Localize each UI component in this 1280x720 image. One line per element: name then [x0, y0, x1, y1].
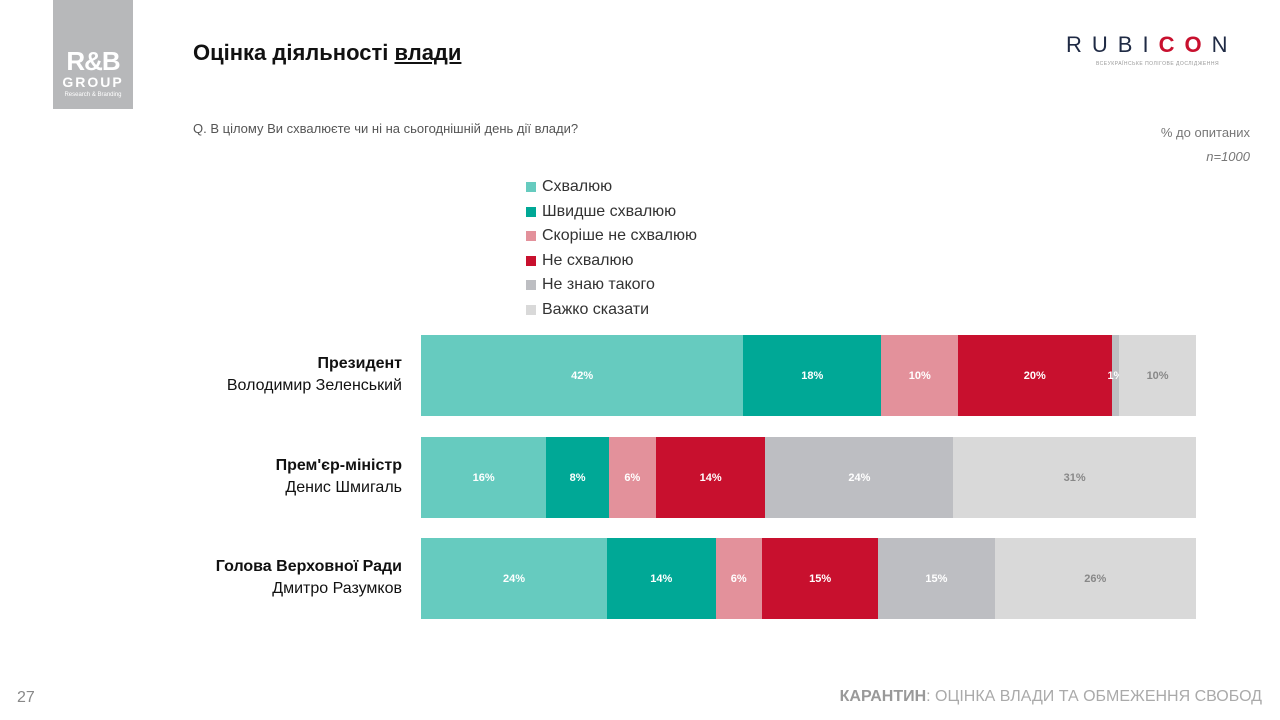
category-title: Прем'єр-міністр: [275, 457, 402, 474]
data-label: 20%: [1023, 369, 1046, 382]
bar-segment: 6%: [608, 437, 656, 518]
legend-swatch: [526, 280, 536, 291]
rb-logo-sub: Research & Branding: [64, 92, 122, 98]
legend-label: Не схвалюю: [542, 251, 634, 269]
legend-label: Скоріше не схвалюю: [542, 227, 697, 245]
bar-row: 24% 14% 6% 15% 15% 26%: [421, 538, 1196, 619]
bar-segment: 31%: [953, 437, 1196, 518]
legend-swatch: [526, 255, 536, 266]
rubicon-logo-accent: CO: [1158, 32, 1212, 57]
title-text: Оцінка діяльності: [193, 40, 395, 65]
data-label: 6%: [624, 471, 641, 484]
data-label: 14%: [650, 572, 673, 585]
bar-segment: 26%: [994, 538, 1196, 619]
legend-item: Важко сказати: [526, 298, 697, 323]
page-title: Оцінка діяльності влади: [193, 40, 461, 66]
bar-segment: 15%: [878, 538, 995, 619]
bar-segment: 24%: [765, 437, 954, 518]
bar-segment: 10%: [1119, 335, 1196, 416]
footer-bold: КАРАНТИН: [839, 688, 927, 705]
page-number: 27: [17, 689, 35, 706]
rubicon-logo: RUBICON: [1066, 32, 1237, 58]
legend-label: Важко сказати: [542, 300, 650, 318]
legend-label: Схвалюю: [542, 178, 613, 196]
footer-rest: : ОЦІНКА ВЛАДИ ТА ОБМЕЖЕННЯ СВОБОД: [926, 688, 1262, 705]
sample-size: n=1000: [1206, 149, 1250, 164]
unit-label: % до опитаних: [1160, 125, 1250, 140]
bar-segment: 8%: [546, 437, 609, 518]
data-label: 24%: [848, 471, 871, 484]
bar-row: 16% 8% 6% 14% 24% 31%: [421, 437, 1196, 518]
legend-swatch: [526, 206, 536, 217]
data-label: 8%: [569, 471, 586, 484]
category-label: Президент Володимир Зеленський: [227, 353, 402, 397]
data-label: 6%: [730, 572, 747, 585]
bar-segment: 15%: [762, 538, 879, 619]
bar-segment: 6%: [715, 538, 762, 619]
bar-segment: 42%: [421, 335, 744, 416]
legend-swatch: [526, 182, 536, 193]
legend-item: Не знаю такого: [526, 273, 697, 298]
bar-segment: 10%: [881, 335, 959, 416]
bar-segment: 14%: [655, 437, 766, 518]
data-label: 15%: [925, 572, 948, 585]
legend-item: Скоріше не схвалюю: [526, 224, 697, 249]
data-label: 10%: [908, 369, 931, 382]
category-person: Денис Шмигаль: [285, 479, 402, 496]
category-person: Дмитро Разумков: [272, 580, 402, 597]
category-label: Прем'єр-міністр Денис Шмигаль: [276, 455, 402, 499]
legend-label: Не знаю такого: [542, 276, 655, 294]
rb-group-logo: R&B GROUP Research & Branding: [53, 0, 133, 109]
data-label: 18%: [801, 369, 824, 382]
data-label: 16%: [472, 471, 495, 484]
legend-label: Швидше схвалюю: [542, 202, 677, 220]
survey-question: Q. В цілому Ви схвалюєте чи ні на сьогод…: [193, 121, 579, 136]
legend-item: Схвалюю: [526, 175, 697, 200]
data-label: 24%: [502, 572, 526, 585]
data-label: 15%: [809, 572, 832, 585]
bar-row: 42% 18% 10% 20% 1% 10%: [421, 335, 1196, 416]
data-label: 42%: [571, 369, 594, 382]
rubicon-tagline: ВСЕУКРАЇНСЬКЕ ПОЛІГОВЕ ДОСЛІДЖЕННЯ: [1096, 61, 1220, 67]
rubicon-logo-part: RUBI: [1066, 32, 1159, 57]
data-label: 14%: [699, 471, 722, 484]
chart-legend: Схвалюю Швидше схвалюю Скоріше не схвалюю Н…: [526, 175, 697, 322]
section-footer: КАРАНТИН: ОЦІНКА ВЛАДИ ТА ОБМЕЖЕННЯ СВОБ…: [840, 688, 1262, 706]
bar-segment: 20%: [958, 335, 1112, 416]
title-underlined: влади: [394, 40, 462, 65]
category-label: Голова Верховної Ради Дмитро Разумков: [216, 556, 402, 600]
legend-swatch: [526, 231, 536, 242]
legend-item: Не схвалюю: [526, 249, 697, 274]
category-title: Президент: [317, 355, 402, 372]
data-label: 10%: [1146, 369, 1169, 382]
rb-logo-group: GROUP: [62, 74, 124, 90]
rubicon-logo-part: N: [1211, 32, 1238, 57]
bar-segment: 24%: [421, 538, 607, 619]
legend-item: Швидше схвалюю: [526, 200, 697, 225]
bar-segment: 14%: [607, 538, 716, 619]
data-label: 31%: [1063, 471, 1086, 484]
rb-logo-main: R&B: [66, 46, 120, 76]
category-person: Володимир Зеленський: [226, 377, 402, 394]
data-label: 26%: [1084, 572, 1107, 585]
bar-segment: 16%: [421, 437, 547, 518]
bar-segment: 1%: [1107, 335, 1123, 416]
legend-swatch: [526, 304, 536, 315]
bar-segment: 18%: [743, 335, 882, 416]
category-title: Голова Верховної Ради: [215, 558, 402, 575]
